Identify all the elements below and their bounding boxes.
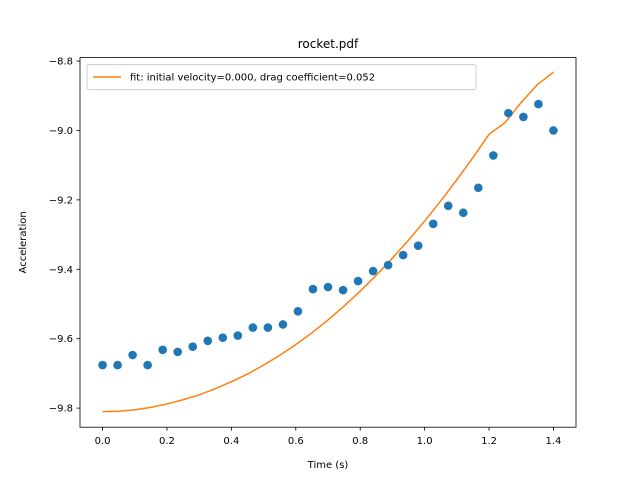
data-point (368, 266, 378, 276)
legend-entry-fit: fit: initial velocity=0.000, drag coeffi… (130, 73, 375, 84)
legend: fit: initial velocity=0.000, drag coeffi… (86, 64, 477, 91)
x-tick-label: 0.8 (352, 436, 368, 447)
y-tick-label: −9.6 (49, 334, 73, 345)
y-tick-label: −9.2 (49, 195, 73, 206)
data-point (428, 219, 438, 229)
data-point (143, 360, 152, 370)
data-point (98, 360, 107, 370)
y-tick-label: −9.4 (49, 265, 73, 276)
data-point (458, 208, 468, 218)
data-point (203, 336, 213, 346)
x-tick-label: 1.2 (481, 436, 497, 447)
data-point (504, 108, 513, 118)
legend-box (86, 64, 477, 91)
data-point (534, 99, 543, 109)
y-tick-label: −8.8 (49, 57, 73, 68)
data-point (278, 320, 288, 329)
data-point (353, 276, 363, 286)
data-point (308, 284, 318, 294)
data-point (519, 112, 528, 122)
data-point (474, 183, 483, 193)
axes-frame (79, 57, 577, 428)
x-tick-label: 0.0 (95, 436, 111, 447)
data-point (383, 260, 393, 270)
y-tick-label: −9.0 (49, 126, 73, 137)
data-point (398, 250, 408, 260)
data-point (233, 331, 243, 340)
data-point (413, 241, 423, 250)
x-tick-label: 1.0 (417, 436, 433, 447)
x-tick-label: 0.2 (159, 436, 175, 447)
fit-line (102, 71, 554, 413)
data-point (113, 360, 122, 370)
y-tick-label: −9.8 (49, 404, 73, 415)
data-point (549, 126, 558, 135)
data-point (443, 201, 453, 211)
data-point (128, 350, 137, 360)
data-point (218, 333, 228, 342)
x-tick-label: 1.4 (546, 436, 562, 447)
y-axis-label: Acceleration (18, 211, 29, 273)
data-point (293, 306, 303, 316)
data-point (188, 342, 198, 351)
data-point (323, 282, 333, 292)
x-tick-label: 0.4 (223, 436, 239, 447)
chart-title: rocket.pdf (298, 37, 359, 51)
plot-area: 0.0 0.2 0.4 0.6 0.8 1.0 1.2 1.4 −9.8 −9.6 −9.4 −9.2… (49, 57, 562, 448)
data-point (158, 345, 167, 355)
data-point (489, 151, 498, 160)
data-point (173, 347, 182, 357)
x-tick-label: 0.6 (288, 436, 304, 447)
data-point (263, 323, 273, 332)
x-axis-label: Time (s) (307, 460, 349, 471)
data-point (338, 285, 348, 295)
data-point (248, 323, 258, 332)
